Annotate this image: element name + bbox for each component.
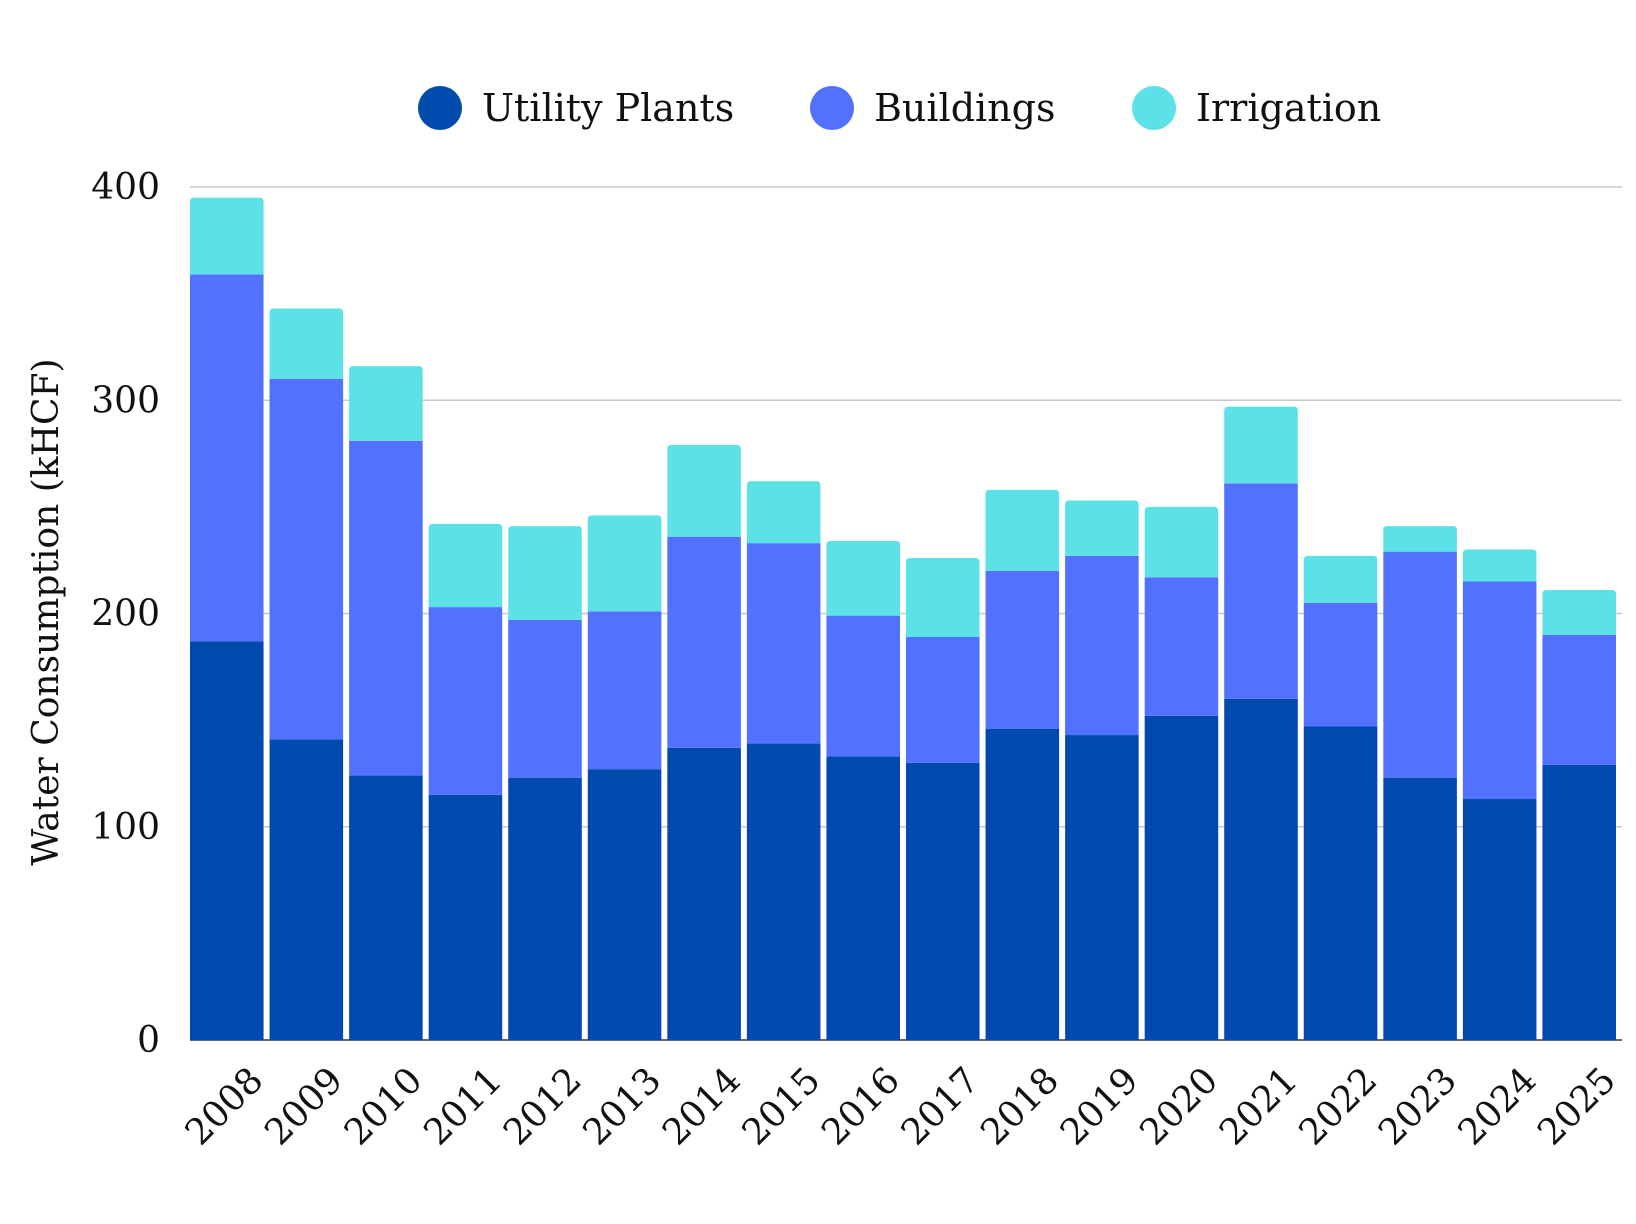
bar-2011-irrigation xyxy=(428,523,503,608)
bar-2013-buildings xyxy=(587,611,662,770)
legend-label-irrigation: Irrigation xyxy=(1196,86,1381,130)
bar-2018-utility-plants xyxy=(985,728,1060,1040)
x-tick-2015: 2015 xyxy=(735,1060,829,1154)
bar-2015-irrigation xyxy=(746,481,821,544)
y-tick-labels: 0 100 200 300 400 xyxy=(91,167,160,1061)
bar-2023-utility-plants xyxy=(1383,777,1457,1040)
bars xyxy=(190,197,1616,1040)
y-tick-300: 300 xyxy=(91,380,160,421)
x-tick-2009: 2009 xyxy=(257,1060,351,1154)
y-tick-100: 100 xyxy=(91,807,160,848)
bar-2014-irrigation xyxy=(667,445,741,537)
bar-2023-buildings xyxy=(1383,551,1457,778)
x-tick-2008: 2008 xyxy=(178,1060,272,1154)
legend: Utility Plants Buildings Irrigation xyxy=(418,86,1381,130)
bar-2008-irrigation xyxy=(190,197,264,275)
legend-label-buildings: Buildings xyxy=(874,86,1055,130)
bar-2024-irrigation xyxy=(1462,549,1537,582)
bar-2008-buildings xyxy=(190,274,264,642)
bar-2011-utility-plants xyxy=(428,794,503,1040)
legend-marker-utility-plants xyxy=(418,86,462,130)
bar-2024-utility-plants xyxy=(1462,799,1537,1040)
bar-2016-utility-plants xyxy=(826,756,900,1040)
bar-2020-utility-plants xyxy=(1144,715,1219,1040)
bar-2014-utility-plants xyxy=(667,747,741,1040)
bar-2017-irrigation xyxy=(906,558,980,637)
bar-2013-utility-plants xyxy=(587,769,662,1040)
y-tick-200: 200 xyxy=(91,594,160,635)
bar-2008-utility-plants xyxy=(190,641,264,1040)
bar-2022-utility-plants xyxy=(1303,726,1378,1040)
x-tick-2019: 2019 xyxy=(1053,1060,1147,1154)
x-tick-2013: 2013 xyxy=(576,1060,670,1154)
bar-2010-buildings xyxy=(349,440,423,776)
bar-2010-utility-plants xyxy=(349,775,423,1040)
bar-2019-irrigation xyxy=(1065,500,1139,556)
legend-label-utility-plants: Utility Plants xyxy=(482,86,734,130)
legend-marker-irrigation xyxy=(1132,86,1176,130)
x-tick-2024: 2024 xyxy=(1451,1060,1545,1154)
bar-2014-buildings xyxy=(667,536,741,748)
bar-2025-utility-plants xyxy=(1542,764,1616,1040)
bar-2009-buildings xyxy=(269,378,344,740)
bar-2009-irrigation xyxy=(269,308,344,379)
y-tick-400: 400 xyxy=(91,167,160,208)
bar-2009-utility-plants xyxy=(269,739,344,1040)
bar-2023-irrigation xyxy=(1383,526,1457,552)
x-tick-labels: 2008200920102011201220132014201520162017… xyxy=(178,1060,1624,1154)
x-tick-2011: 2011 xyxy=(416,1060,510,1154)
bar-2012-utility-plants xyxy=(508,777,582,1040)
bar-2022-irrigation xyxy=(1303,555,1378,603)
bar-2011-buildings xyxy=(428,607,503,795)
bar-2015-utility-plants xyxy=(746,743,821,1040)
x-tick-2022: 2022 xyxy=(1292,1060,1386,1154)
x-tick-2014: 2014 xyxy=(655,1060,749,1154)
bar-2018-buildings xyxy=(985,570,1060,729)
bar-2010-irrigation xyxy=(349,366,423,441)
bar-2020-buildings xyxy=(1144,577,1219,716)
bar-2020-irrigation xyxy=(1144,506,1219,578)
bar-2019-utility-plants xyxy=(1065,735,1139,1040)
bar-2025-irrigation xyxy=(1542,590,1616,635)
bar-2016-buildings xyxy=(826,615,900,757)
bar-2017-utility-plants xyxy=(906,762,980,1040)
x-tick-2010: 2010 xyxy=(337,1060,431,1154)
bar-2021-buildings xyxy=(1224,483,1298,699)
bar-2021-irrigation xyxy=(1224,406,1298,484)
bar-2019-buildings xyxy=(1065,555,1139,736)
bar-2012-irrigation xyxy=(508,526,582,620)
bar-2024-buildings xyxy=(1462,581,1537,800)
bar-2015-buildings xyxy=(746,543,821,744)
bar-2013-irrigation xyxy=(587,515,662,612)
x-tick-2023: 2023 xyxy=(1371,1060,1465,1154)
bar-2018-irrigation xyxy=(985,489,1060,571)
y-tick-0: 0 xyxy=(137,1020,160,1061)
legend-marker-buildings xyxy=(810,86,854,130)
y-axis-title: Water Consumption (kHCF) xyxy=(26,358,67,865)
x-tick-2016: 2016 xyxy=(814,1060,908,1154)
x-tick-2025: 2025 xyxy=(1530,1060,1624,1154)
bar-2025-buildings xyxy=(1542,634,1616,765)
x-tick-2020: 2020 xyxy=(1132,1060,1226,1154)
x-tick-2012: 2012 xyxy=(496,1060,590,1154)
bar-2022-buildings xyxy=(1303,602,1378,727)
bar-2017-buildings xyxy=(906,636,980,763)
bar-2012-buildings xyxy=(508,619,582,778)
bar-2016-irrigation xyxy=(826,540,900,616)
bar-2021-utility-plants xyxy=(1224,698,1298,1040)
x-tick-2017: 2017 xyxy=(894,1060,988,1154)
x-tick-2021: 2021 xyxy=(1212,1060,1306,1154)
x-tick-2018: 2018 xyxy=(973,1060,1067,1154)
